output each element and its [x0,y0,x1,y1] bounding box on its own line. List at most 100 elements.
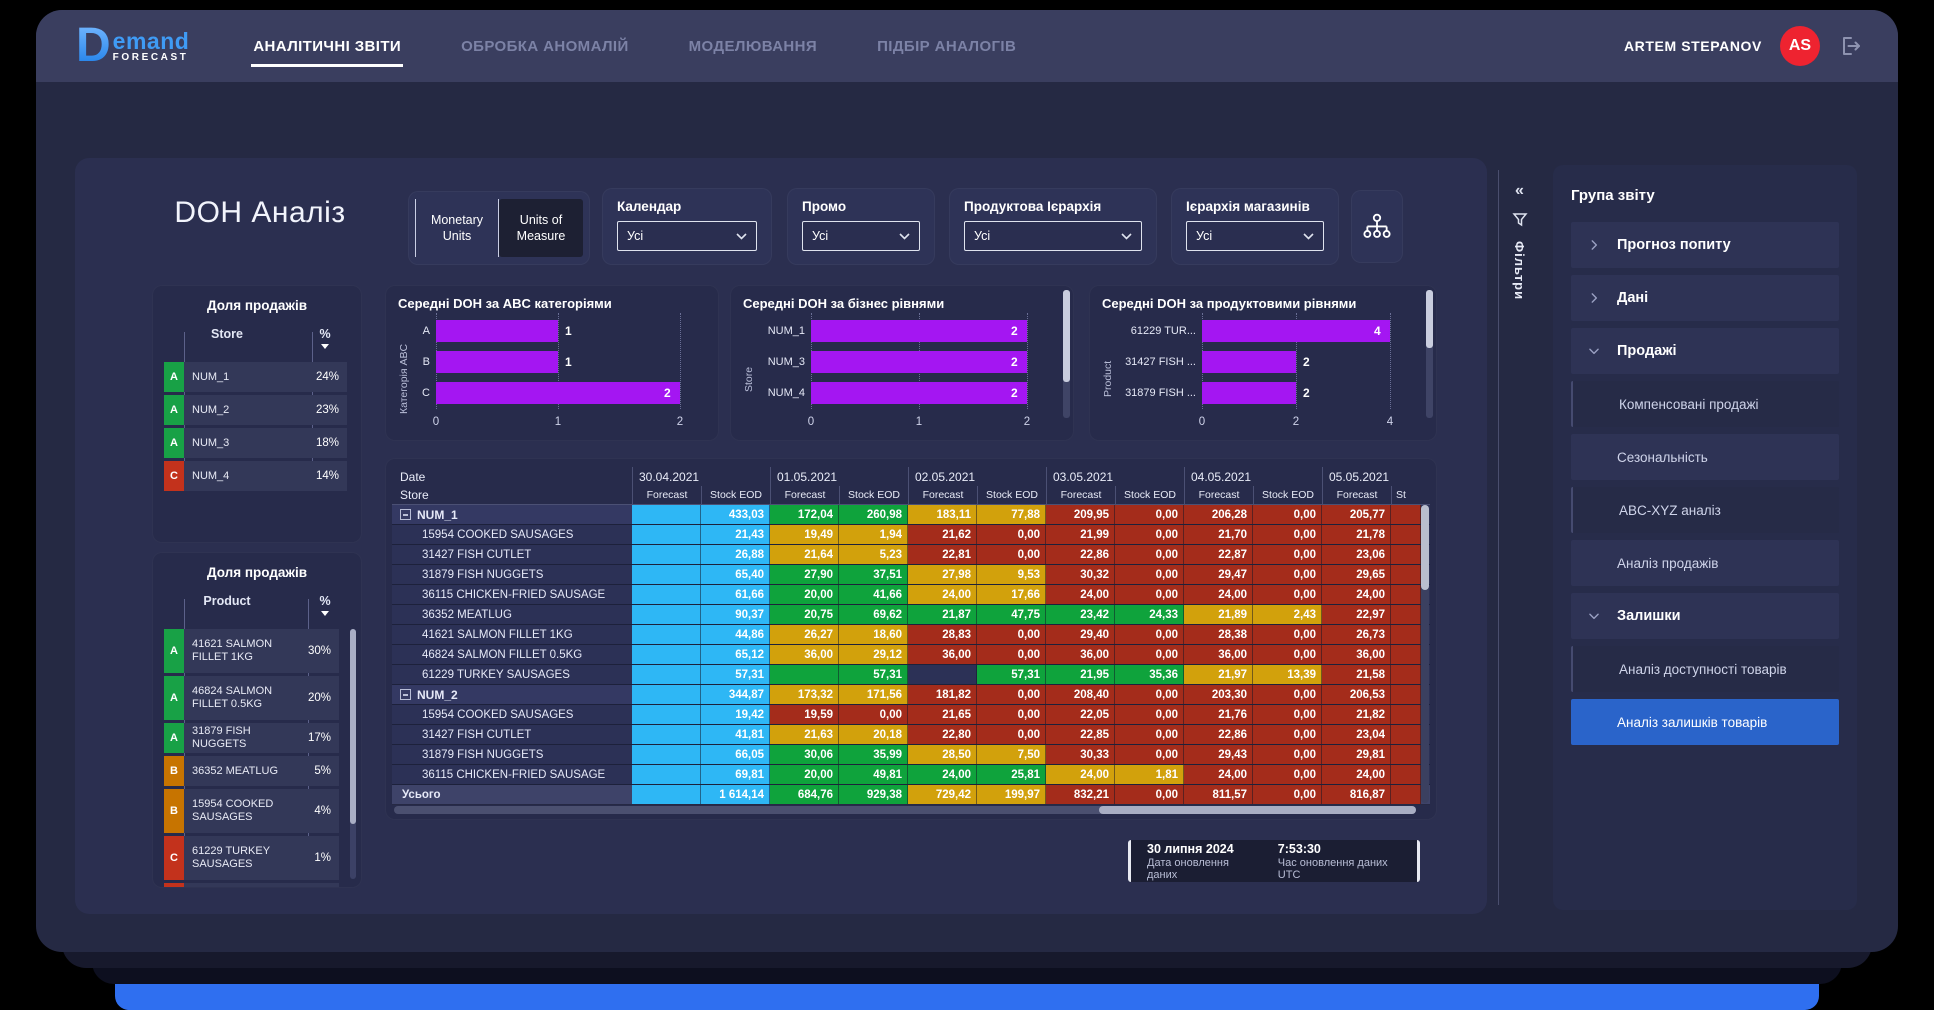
store-share-name: NUM_4 [184,461,303,491]
sidebar-item-8[interactable]: Залишки [1571,593,1839,639]
measure-column-header[interactable]: Forecast [1046,486,1115,504]
sidebar-item-3[interactable]: Продажі [1571,328,1839,374]
row-header: Усього [392,785,632,804]
collapse-icon[interactable] [400,689,411,700]
value-cell: 21,43 [701,525,770,544]
measure-column-header[interactable]: Forecast [1184,486,1253,504]
row-header[interactable]: NUM_1 [392,505,632,524]
bar[interactable] [436,382,680,404]
store-share-col-store[interactable]: Store [153,323,301,357]
sidebar-item-10[interactable]: Аналіз залишків товарів [1571,699,1839,745]
filter-promo-select[interactable]: Усі [802,221,920,251]
measure-column-header[interactable]: Stock EOD [977,486,1046,504]
measure-column-header[interactable]: Stock EOD [839,486,908,504]
nav-tab-anomaly-processing[interactable]: ОБРОБКА АНОМАЛІЙ [459,28,631,65]
value-cell: 206,53 [1322,685,1391,704]
date-column-header[interactable]: 03.05.2021 [1046,467,1184,486]
filter-calendar-select[interactable]: Усі [617,221,757,251]
sidebar-item-5[interactable]: Сезональність [1571,434,1839,480]
value-cell: 29,65 [1322,565,1391,584]
measure-column-header[interactable]: Forecast [770,486,839,504]
bar[interactable] [1202,320,1390,342]
filter-product-hierarchy-select[interactable]: Усі [964,221,1142,251]
nav-tab-modeling[interactable]: МОДЕЛЮВАННЯ [687,28,819,65]
abc-badge: A [164,395,184,425]
value-cell: 77,88 [977,505,1046,524]
product-share-scrollbar[interactable] [350,629,356,879]
value-cell: 24,33 [1115,605,1184,624]
value-cell [770,665,839,684]
value-cell: 21,62 [908,525,977,544]
value-cell: 0,00 [1253,725,1322,744]
sidebar-item-4[interactable]: Компенсовані продажі [1571,381,1839,427]
row-header[interactable]: NUM_2 [392,685,632,704]
value-cell: 173,32 [770,685,839,704]
bar[interactable] [436,351,558,373]
filter-store-hierarchy-select[interactable]: Усі [1186,221,1324,251]
filter-promo: Промо Усі [787,188,935,265]
value-cell: 65,12 [701,645,770,664]
avatar[interactable]: AS [1780,26,1820,66]
value-cell-partial [1391,705,1421,724]
chart-scrollbar[interactable] [1063,290,1070,418]
store-share-col-pct[interactable]: % [301,323,349,357]
date-column-header[interactable]: 02.05.2021 [908,467,1046,486]
measure-column-header[interactable]: Stock EOD [1115,486,1184,504]
sidebar-item-9[interactable]: Аналіз доступності товарів [1571,646,1839,692]
toggle-units-of-measure[interactable]: Units of Measure [499,199,583,257]
filters-pane-title[interactable]: Фільтри [1512,241,1527,300]
value-cell-partial [1391,765,1421,784]
measure-column-header[interactable]: Stock EOD [1253,486,1322,504]
nav-tab-analog-selection[interactable]: ПІДБІР АНАЛОГІВ [875,28,1018,65]
bar[interactable] [436,320,558,342]
category-label: 31879 FISH ... [1116,378,1202,409]
logout-icon[interactable] [1838,34,1862,58]
chevron-down-icon [736,233,747,240]
expand-filters-icon[interactable]: « [1515,184,1524,198]
date-column-header[interactable]: 04.05.2021 [1184,467,1322,486]
hierarchy-view-button[interactable] [1351,190,1403,263]
date-column-header[interactable]: 05.05.2021 [1322,467,1421,486]
measure-column-header[interactable]: Stock EOD [701,486,770,504]
value-cell: 203,30 [1184,685,1253,704]
sidebar-item-2[interactable]: Дані [1571,275,1839,321]
toggle-monetary-units[interactable]: Monetary Units [415,199,499,257]
date-column-header[interactable]: 30.04.2021 [632,467,770,486]
collapse-icon[interactable] [400,509,411,520]
bar[interactable] [1202,351,1296,373]
value-cell: 2,43 [1253,605,1322,624]
filter-funnel-icon[interactable] [1512,212,1528,227]
product-share-row: A31879 FISH NUGGETS17% [164,723,339,753]
value-cell: 0,00 [1253,705,1322,724]
value-cell: 205,77 [1322,505,1391,524]
value-cell: 21,70 [1184,525,1253,544]
bar[interactable] [811,351,1027,373]
product-share-row: C61229 TURKEY SAUSAGES1% [164,836,339,880]
sidebar-item-label: Компенсовані продажі [1619,397,1759,412]
bar-row: 2 [811,346,1027,377]
sidebar-item-7[interactable]: Аналіз продажів [1571,540,1839,586]
y-axis-categories: NUM_1NUM_3NUM_4 [757,315,811,427]
bar[interactable] [811,382,1027,404]
measure-column-header[interactable]: Forecast [1322,486,1391,504]
date-column-header[interactable]: 01.05.2021 [770,467,908,486]
value-cell: 0,00 [1115,505,1184,524]
nav-tab-analytic-reports[interactable]: АНАЛІТИЧНІ ЗВІТИ [251,28,403,65]
sidebar-item-6[interactable]: ABC-XYZ аналіз [1571,487,1839,533]
sidebar-item-1[interactable]: Прогноз попиту [1571,222,1839,268]
value-cell: 832,21 [1046,785,1115,804]
measure-column-header[interactable]: Forecast [632,486,701,504]
measure-column-header[interactable]: Forecast [908,486,977,504]
bar[interactable] [811,320,1027,342]
bar[interactable] [1202,382,1296,404]
chart-scrollbar[interactable] [1426,290,1433,418]
value-cell: 0,00 [839,705,908,724]
value-cell: 0,00 [977,545,1046,564]
table-vertical-scrollbar[interactable] [1421,505,1429,803]
app-logo: D emand FORECAST [76,24,189,68]
value-cell: 30,06 [770,745,839,764]
store-share-card: Доля продажів Store % ANUM_124%ANUM_223%… [152,285,362,543]
product-share-col-product[interactable]: Product [153,590,301,624]
value-cell: 24,00 [1046,765,1115,784]
table-horizontal-scrollbar[interactable] [394,806,1416,814]
